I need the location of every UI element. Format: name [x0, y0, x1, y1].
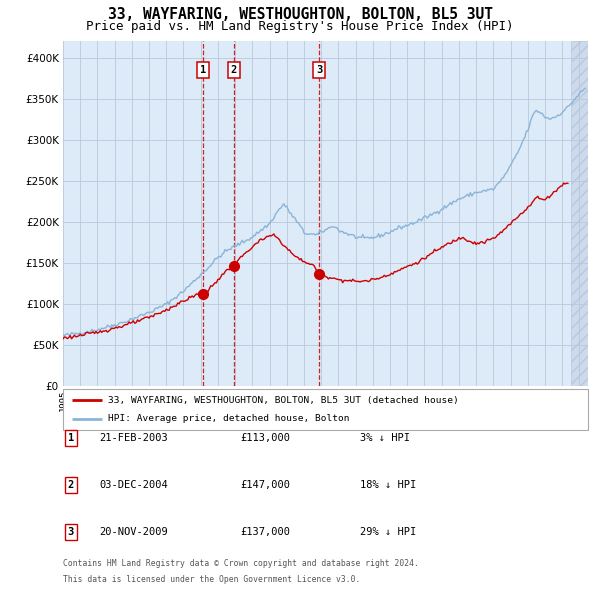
Text: £137,000: £137,000 [240, 527, 290, 537]
Text: This data is licensed under the Open Government Licence v3.0.: This data is licensed under the Open Gov… [63, 575, 361, 584]
Text: 3% ↓ HPI: 3% ↓ HPI [360, 433, 410, 442]
Bar [571, 41, 588, 386]
FancyBboxPatch shape [63, 389, 588, 430]
Text: HPI: Average price, detached house, Bolton: HPI: Average price, detached house, Bolt… [107, 414, 349, 423]
Text: 1: 1 [200, 65, 206, 75]
Text: Contains HM Land Registry data © Crown copyright and database right 2024.: Contains HM Land Registry data © Crown c… [63, 559, 419, 568]
Text: £113,000: £113,000 [240, 433, 290, 442]
Text: 21-FEB-2003: 21-FEB-2003 [99, 433, 168, 442]
Text: 2: 2 [230, 65, 237, 75]
Text: 1: 1 [68, 433, 74, 442]
Text: 33, WAYFARING, WESTHOUGHTON, BOLTON, BL5 3UT (detached house): 33, WAYFARING, WESTHOUGHTON, BOLTON, BL5… [107, 396, 458, 405]
Text: 3: 3 [68, 527, 74, 537]
Text: 2: 2 [68, 480, 74, 490]
Text: 20-NOV-2009: 20-NOV-2009 [99, 527, 168, 537]
Text: 03-DEC-2004: 03-DEC-2004 [99, 480, 168, 490]
Text: 33, WAYFARING, WESTHOUGHTON, BOLTON, BL5 3UT: 33, WAYFARING, WESTHOUGHTON, BOLTON, BL5… [107, 7, 493, 22]
Text: Price paid vs. HM Land Registry's House Price Index (HPI): Price paid vs. HM Land Registry's House … [86, 20, 514, 33]
Text: £147,000: £147,000 [240, 480, 290, 490]
Text: 18% ↓ HPI: 18% ↓ HPI [360, 480, 416, 490]
Text: 29% ↓ HPI: 29% ↓ HPI [360, 527, 416, 537]
Text: 3: 3 [316, 65, 322, 75]
